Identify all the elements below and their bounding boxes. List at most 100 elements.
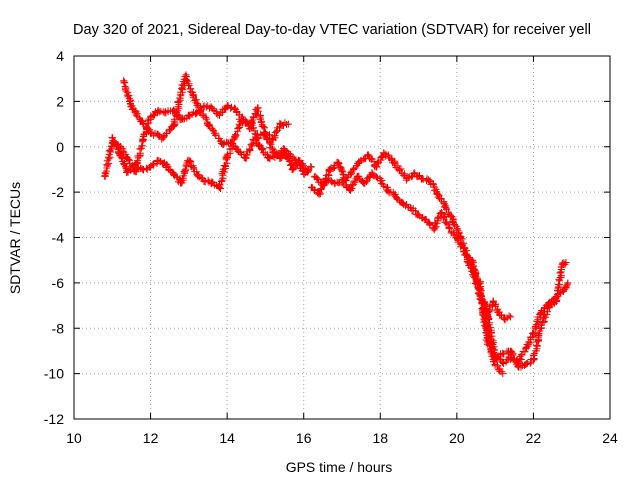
data-point xyxy=(453,234,461,241)
data-point xyxy=(407,204,415,212)
data-point xyxy=(261,131,269,139)
y-tick-label: -4 xyxy=(52,230,65,246)
y-tick-label: 4 xyxy=(56,48,64,64)
y-tick-label: -10 xyxy=(44,366,64,382)
data-point xyxy=(277,120,285,128)
data-point xyxy=(170,170,178,178)
data-point xyxy=(200,102,208,110)
data-point xyxy=(499,349,507,357)
data-point xyxy=(177,116,185,124)
data-point xyxy=(215,111,223,119)
data-point xyxy=(495,308,503,316)
data-point xyxy=(126,97,134,105)
data-point xyxy=(338,177,346,185)
data-point xyxy=(116,152,124,160)
data-points xyxy=(101,71,572,378)
data-point xyxy=(212,131,220,139)
data-point xyxy=(131,109,139,117)
data-point xyxy=(537,324,545,332)
data-point xyxy=(392,193,400,201)
x-tick-label: 14 xyxy=(219,430,235,446)
data-point xyxy=(434,190,442,198)
series-track-e xyxy=(307,169,507,378)
data-point xyxy=(334,159,342,167)
data-point xyxy=(131,168,139,176)
data-point xyxy=(376,177,384,185)
data-point xyxy=(170,122,178,130)
data-point xyxy=(281,145,289,153)
data-point xyxy=(323,175,331,183)
data-point xyxy=(311,172,319,180)
x-tick-label: 16 xyxy=(296,430,312,446)
data-point xyxy=(193,170,201,178)
data-point xyxy=(388,156,396,164)
x-tick-label: 24 xyxy=(602,430,618,446)
data-point xyxy=(284,150,292,158)
data-point xyxy=(147,113,155,121)
data-point xyxy=(522,361,530,369)
x-tick-label: 12 xyxy=(143,430,159,446)
x-tick-label: 20 xyxy=(449,430,465,446)
data-point xyxy=(208,179,216,187)
data-point xyxy=(315,190,323,198)
data-point xyxy=(200,177,208,185)
data-point xyxy=(353,172,361,180)
plot-frame xyxy=(73,55,611,420)
data-point xyxy=(250,136,258,144)
data-point xyxy=(346,186,354,194)
x-tick-label: 10 xyxy=(66,430,82,446)
data-point xyxy=(529,356,537,364)
data-point xyxy=(208,104,216,112)
data-point xyxy=(139,120,147,128)
data-point xyxy=(204,120,212,128)
data-point xyxy=(185,111,193,119)
data-point xyxy=(499,358,507,366)
x-tick-label: 22 xyxy=(526,430,542,446)
data-point xyxy=(177,179,185,187)
data-point xyxy=(441,202,449,210)
data-point xyxy=(265,154,273,162)
data-point xyxy=(558,261,566,269)
data-point xyxy=(231,104,239,112)
data-point xyxy=(154,106,162,114)
series-track-g xyxy=(476,258,570,371)
data-point xyxy=(403,175,411,183)
data-point xyxy=(399,199,407,207)
data-point xyxy=(162,109,170,117)
y-tick-label: -2 xyxy=(52,184,65,200)
data-point xyxy=(147,129,155,137)
data-point xyxy=(120,77,128,85)
data-point xyxy=(330,179,338,187)
data-point xyxy=(418,175,426,183)
data-point xyxy=(292,159,300,167)
data-point xyxy=(277,154,285,162)
data-point xyxy=(196,106,204,114)
data-point xyxy=(369,170,377,178)
data-point xyxy=(154,156,162,164)
data-point xyxy=(124,168,132,176)
data-point xyxy=(284,120,292,128)
data-point xyxy=(476,279,484,287)
data-point xyxy=(468,256,476,264)
data-point xyxy=(307,163,315,171)
y-tick-label: 2 xyxy=(56,93,64,109)
data-point xyxy=(499,370,507,378)
data-point xyxy=(372,163,380,171)
data-point xyxy=(491,361,499,369)
data-point xyxy=(395,165,403,173)
data-point xyxy=(506,347,514,355)
y-tick-label: -12 xyxy=(44,411,64,427)
data-point xyxy=(246,125,254,133)
data-point xyxy=(124,154,132,162)
data-point xyxy=(449,218,457,226)
data-point xyxy=(514,363,522,371)
y-tick-label: -6 xyxy=(52,275,65,291)
data-point xyxy=(529,329,537,337)
y-tick-label: -8 xyxy=(52,320,65,336)
series-track-c xyxy=(108,104,315,192)
data-point xyxy=(461,247,469,255)
data-point xyxy=(131,161,139,169)
